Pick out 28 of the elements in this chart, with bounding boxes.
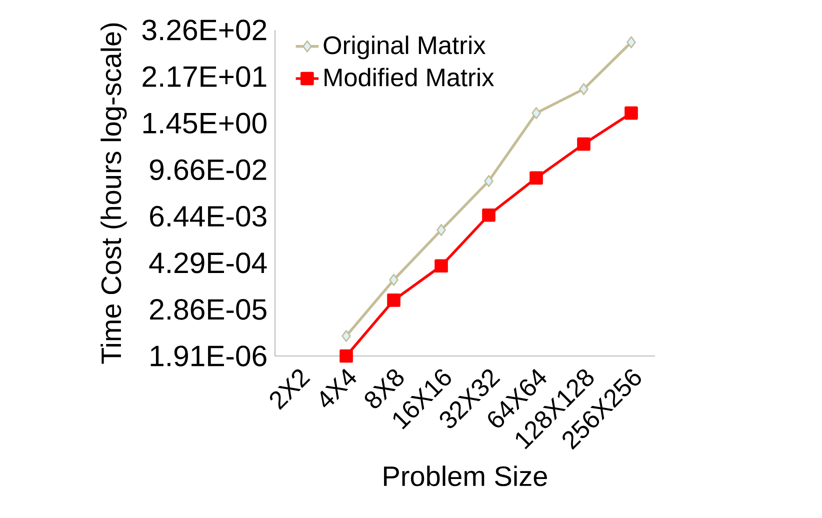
y-tick-label: 9.66E-02: [150, 159, 266, 180]
y-tick-label: 1.91E-06: [150, 346, 266, 366]
point: [342, 330, 351, 342]
point: [530, 171, 543, 185]
y-tick-label: 2.17E+01: [142, 66, 266, 87]
point: [484, 175, 494, 188]
y-axis-title: Time Cost (hours log-scale): [100, 23, 127, 364]
y-tick-label: 1.45E+00: [143, 112, 266, 134]
x-axis-title: Problem Size: [384, 466, 547, 486]
legend-label: Modified Matrix: [324, 68, 494, 86]
point: [532, 107, 541, 120]
point: [626, 36, 636, 48]
point: [577, 137, 590, 151]
legend-label: Original Matrix: [324, 36, 486, 60]
y-tick-label: 2.86E-05: [150, 299, 266, 320]
point: [389, 274, 398, 286]
point: [340, 349, 353, 363]
point: [434, 259, 448, 273]
y-tick-label: 6.44E-03: [150, 206, 266, 227]
point: [482, 208, 496, 222]
x-tick-label: 4X4: [320, 368, 356, 408]
point: [624, 106, 638, 120]
x-tick-label: 2X2: [270, 369, 310, 410]
point: [579, 83, 588, 96]
y-tick-label: 4.29E-04: [149, 252, 267, 274]
point: [436, 224, 446, 236]
point: [387, 294, 400, 307]
y-tick-label: 3.26E+02: [142, 20, 266, 40]
